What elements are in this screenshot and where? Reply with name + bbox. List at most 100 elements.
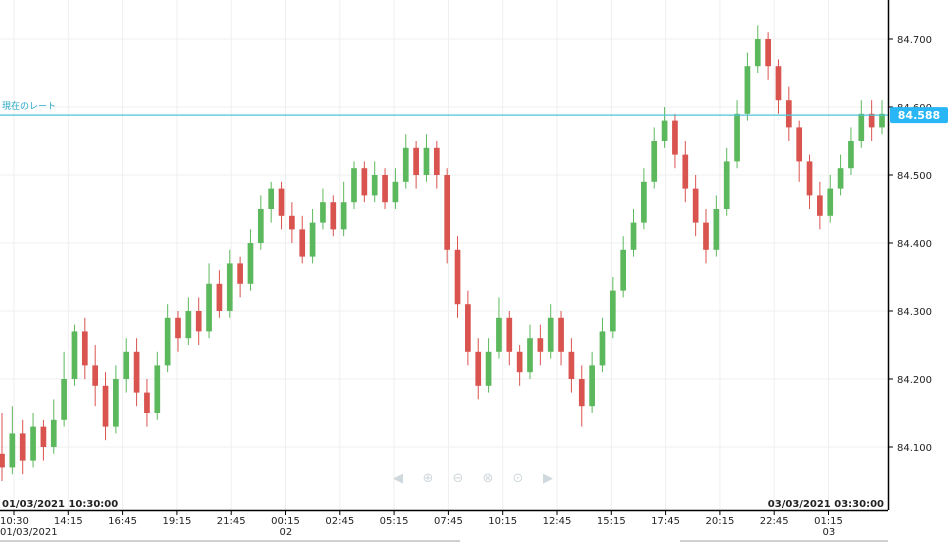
candle-body <box>9 433 16 468</box>
candle-body <box>723 161 730 209</box>
candle-body <box>599 331 606 366</box>
candle-body <box>641 181 647 223</box>
candle-body <box>744 66 751 114</box>
candle-body <box>30 426 36 461</box>
zoom-out-icon[interactable]: ⊖ <box>453 471 464 486</box>
candle-body <box>516 351 523 373</box>
candle-body <box>785 100 792 128</box>
candle-body <box>837 168 844 189</box>
candle-body <box>848 141 854 169</box>
candle-body <box>465 304 471 352</box>
x-tick-label: 05:15 <box>380 516 409 527</box>
candle-body <box>154 365 161 413</box>
candle-body <box>133 351 140 393</box>
x-tick-label: 16:45 <box>108 516 137 527</box>
candle-body <box>144 392 150 413</box>
zoom-fit-icon[interactable]: ⊙ <box>513 471 524 486</box>
candle-body <box>734 113 740 162</box>
x-tick-label: 19:15 <box>162 516 191 527</box>
candle-body <box>330 202 337 230</box>
candle-body <box>558 317 564 352</box>
x-tick-label: 00:15 <box>271 516 300 527</box>
candle-body <box>216 283 223 311</box>
candle-body <box>413 147 419 175</box>
candle-body <box>278 188 285 216</box>
y-tick-labels: 84.70084.60084.50084.40084.30084.20084.1… <box>888 35 932 454</box>
y-tick-label: 84.700 <box>897 35 932 46</box>
candle-body <box>195 311 202 332</box>
x-tick-label: 10:15 <box>488 516 517 527</box>
y-tick-label: 84.400 <box>897 239 932 250</box>
candle-body <box>496 317 502 352</box>
candle-body <box>175 317 181 339</box>
candle-body <box>475 351 482 386</box>
candle-body <box>299 229 306 257</box>
x-tick-label: 21:45 <box>217 516 246 527</box>
candle-body <box>609 290 616 332</box>
candle-body <box>40 426 47 447</box>
candle-body <box>340 202 347 230</box>
current-rate-badge: 84.588 <box>890 107 948 124</box>
candle-body <box>547 317 554 352</box>
x-tick-sublabel: 02 <box>280 527 293 538</box>
candle-body <box>371 175 378 196</box>
candle-body <box>775 66 782 101</box>
candle-body <box>817 195 823 216</box>
candle-body <box>123 351 130 379</box>
candle-body <box>320 202 326 223</box>
candle-body <box>806 161 813 196</box>
candle-body <box>102 385 109 427</box>
y-tick-label: 84.300 <box>897 307 932 318</box>
candle-body <box>226 263 233 311</box>
current-rate-label: 現在のレート <box>2 100 56 112</box>
candle-body <box>568 351 575 379</box>
candle-body <box>672 120 678 155</box>
x-tick-label: 22:45 <box>760 516 789 527</box>
zoom-reset-icon[interactable]: ⊗ <box>483 471 494 486</box>
candle-body <box>682 154 689 189</box>
candle-body <box>351 168 357 203</box>
candle-body <box>620 249 627 291</box>
candle-body <box>309 222 316 257</box>
grid-lines <box>0 0 888 510</box>
candle-body <box>361 168 368 196</box>
y-tick-label: 84.500 <box>897 171 932 182</box>
candle-body <box>713 209 720 250</box>
candle-body <box>113 379 119 427</box>
candle-body <box>754 39 761 67</box>
candle-body <box>92 365 99 386</box>
x-tick-label: 02:45 <box>325 516 354 527</box>
candle-body <box>578 379 585 407</box>
candle-body <box>268 188 275 209</box>
y-tick-label: 84.100 <box>897 443 932 454</box>
candle-body <box>185 311 192 339</box>
range-end-label: 03/03/2021 03:30:00 <box>768 499 884 510</box>
candle-body <box>796 127 803 162</box>
candle-body <box>382 175 388 203</box>
candle-body <box>237 263 243 284</box>
current-rate-badge-box <box>890 107 948 124</box>
candle-body <box>454 249 461 305</box>
x-tick-sublabel: 03 <box>823 527 836 538</box>
x-tick-label: 20:15 <box>705 516 734 527</box>
candle-body <box>433 147 440 175</box>
candle-body <box>537 338 544 352</box>
candle-body <box>19 433 26 461</box>
candle-body <box>527 338 533 373</box>
x-tick-sublabel: 01/03/2021 <box>0 527 58 538</box>
range-start-label: 01/03/2021 10:30:00 <box>2 499 118 510</box>
x-tick-label: 17:45 <box>651 516 680 527</box>
candle-body <box>257 209 264 243</box>
candle-body <box>247 243 254 284</box>
x-tick-label: 14:15 <box>54 516 83 527</box>
candle-body <box>651 141 658 182</box>
scroll-left-icon[interactable]: ◀ <box>393 471 403 486</box>
candle-body <box>589 365 595 407</box>
candles <box>0 25 885 481</box>
zoom-in-icon[interactable]: ⊕ <box>423 471 434 486</box>
scroll-right-icon[interactable]: ▶ <box>543 471 553 486</box>
x-tick-label: 10:30 <box>0 516 29 527</box>
x-tick-label: 01:15 <box>814 516 843 527</box>
